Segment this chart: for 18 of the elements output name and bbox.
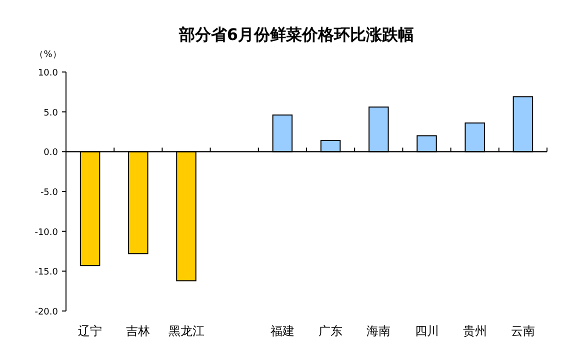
x-tick-label: 贵州 bbox=[462, 324, 487, 338]
x-tick-label: 福建 bbox=[270, 324, 294, 338]
x-tick-label: 吉林 bbox=[126, 324, 150, 338]
y-tick-label: 0.0 bbox=[44, 148, 58, 158]
y-tick-label: -15.0 bbox=[34, 268, 58, 278]
x-tick-label: 海南 bbox=[366, 324, 391, 338]
y-tick-label: -5.0 bbox=[40, 188, 58, 198]
x-tick-label: 辽宁 bbox=[78, 324, 102, 338]
y-axis-title: （%） bbox=[34, 50, 62, 60]
y-tick-label: 10.0 bbox=[38, 68, 58, 78]
y-tick-label: 5.0 bbox=[44, 108, 58, 118]
y-tick-label: -10.0 bbox=[34, 228, 58, 238]
x-tick-label: 黑龙江 bbox=[168, 324, 204, 338]
x-tick-label: 四川 bbox=[414, 324, 439, 338]
y-tick-label: -20.0 bbox=[34, 308, 58, 318]
x-tick-label: 云南 bbox=[510, 324, 535, 338]
x-tick-label: 广东 bbox=[318, 324, 343, 338]
chart-title: 部分省6月份鲜菜价格环比涨跌幅 bbox=[178, 25, 414, 44]
